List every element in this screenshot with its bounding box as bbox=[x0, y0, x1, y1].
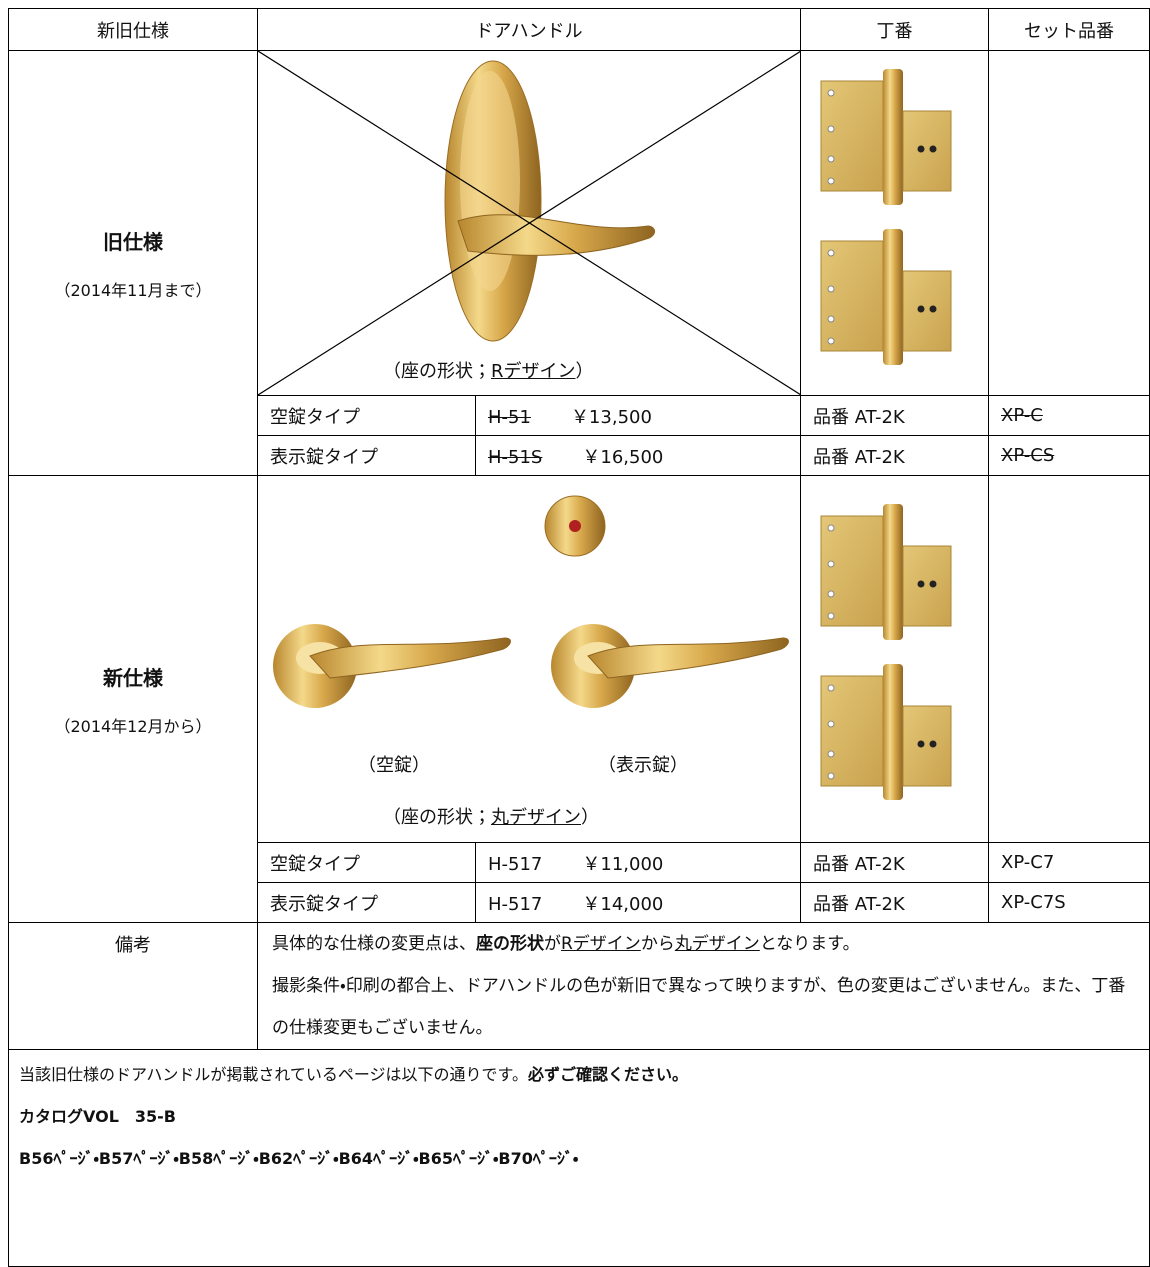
hinge-code: 品番 AT-2K bbox=[800, 395, 989, 436]
text: となります。 bbox=[759, 934, 860, 954]
type: 表示錠タイプ bbox=[257, 435, 476, 476]
hinge-code: 品番 AT-2K bbox=[800, 435, 989, 476]
new-row: 表示錠タイプ H-517 ￥14,000 品番 AT-2K XP-C7S bbox=[9, 882, 1150, 923]
model: H-51S bbox=[488, 446, 543, 468]
old-row: 空錠タイプ H-51 ￥13,500 品番 AT-2K XP-C bbox=[9, 395, 1150, 436]
remarks-row: 備考 具体的な仕様の変更点は、座の形状がRデザインから丸デザインとなります。 撮… bbox=[8, 922, 1150, 1050]
spec-table: 新旧仕様 ドアハンドル 丁番 セット品番 旧仕様 （2014年11月まで） （座… bbox=[8, 8, 1150, 1267]
caption-left: （空錠） bbox=[358, 755, 430, 776]
notes-cell: 当該旧仕様のドアハンドルが掲載されているページは以下の通りです。必ずご確認くださ… bbox=[8, 1049, 1150, 1267]
old-period: （2014年11月まで） bbox=[54, 280, 212, 300]
header-cell: セット品番 bbox=[988, 8, 1150, 51]
empty-cell bbox=[988, 475, 1150, 843]
set-code: XP-CS bbox=[988, 435, 1150, 476]
caption-right: （表示錠） bbox=[598, 755, 688, 776]
notes-line: 当該旧仕様のドアハンドルが掲載されているページは以下の通りです。必ずご確認くださ… bbox=[19, 1054, 1139, 1096]
model-price: H-51S ￥16,500 bbox=[475, 435, 801, 476]
remarks-line: 具体的な仕様の変更点は、座の形状がRデザインから丸デザインとなります。 bbox=[272, 923, 1137, 965]
caption-design: 丸デザイン bbox=[491, 807, 581, 828]
text: から bbox=[640, 934, 675, 954]
caption-text: ） bbox=[581, 807, 599, 828]
price: ￥14,000 bbox=[582, 893, 664, 915]
empty-cell bbox=[988, 50, 1150, 396]
old-handle-cell: （座の形状；Rデザイン） bbox=[257, 50, 801, 396]
type: 空錠タイプ bbox=[257, 395, 476, 436]
page: ドアハンドル 仕様変更 html, body { margin: 0; padd… bbox=[8, 8, 1150, 1267]
notes-row: 当該旧仕様のドアハンドルが掲載されているページは以下の通りです。必ずご確認くださ… bbox=[8, 1049, 1150, 1267]
old-image-row: 旧仕様 （2014年11月まで） （座の形状；Rデザイン） bbox=[8, 50, 1150, 476]
price: ￥13,500 bbox=[570, 406, 652, 428]
new-image-row: 新仕様 （2014年12月から） （空錠） （表示錠） （座の形状；丸デザイン） bbox=[8, 475, 1150, 923]
old-label-cell: 旧仕様 （2014年11月まで） bbox=[8, 50, 258, 476]
hinge-code: 品番 AT-2K bbox=[800, 882, 989, 923]
caption-text: （座の形状； bbox=[383, 807, 491, 828]
old-shape-caption: （座の形状；Rデザイン） bbox=[383, 357, 594, 383]
model-price: H-517 ￥14,000 bbox=[475, 882, 801, 923]
body: 新旧仕様 ドアハンドル 丁番 セット品番 旧仕様 （2014年11月まで） （座… bbox=[8, 8, 1150, 1267]
set-code: XP-C7 bbox=[988, 842, 1150, 883]
model-price: H-51 ￥13,500 bbox=[475, 395, 801, 436]
old-hinge-cell bbox=[800, 50, 989, 396]
type: 空錠タイプ bbox=[257, 842, 476, 883]
price: ￥16,500 bbox=[582, 446, 664, 468]
text: 具体的な仕様の変更点は、 bbox=[272, 934, 476, 954]
type: 表示錠タイプ bbox=[257, 882, 476, 923]
model: H-517 bbox=[488, 893, 543, 915]
hinge-image bbox=[820, 68, 952, 366]
text-bold: 必ずご確認ください。 bbox=[527, 1065, 688, 1084]
notes-line: B56ﾍﾟｰｼﾞ・B57ﾍﾟｰｼﾞ・B58ﾍﾟｰｼﾞ・B62ﾍﾟｰｼﾞ・B64ﾍ… bbox=[19, 1149, 579, 1168]
new-label-cell: 新仕様 （2014年12月から） bbox=[8, 475, 258, 923]
new-period: （2014年12月から） bbox=[54, 716, 212, 736]
model-price: H-517 ￥11,000 bbox=[475, 842, 801, 883]
header-row: 新旧仕様 ドアハンドル 丁番 セット品番 bbox=[8, 8, 1150, 51]
header-cell: 新旧仕様 bbox=[8, 8, 258, 51]
text-bold: 座の形状 bbox=[476, 934, 544, 954]
text-underline: Rデザイン bbox=[561, 934, 641, 954]
caption-design: Rデザイン bbox=[491, 361, 576, 382]
new-handle-cell: （空錠） （表示錠） （座の形状；丸デザイン） bbox=[257, 475, 801, 843]
text: が bbox=[544, 934, 561, 954]
header-cell: ドアハンドル bbox=[257, 8, 801, 51]
caption-text: ） bbox=[575, 361, 594, 382]
old-handle-image bbox=[258, 51, 801, 395]
remarks-text: 具体的な仕様の変更点は、座の形状がRデザインから丸デザインとなります。 撮影条件… bbox=[257, 922, 1150, 1050]
header-cell: 丁番 bbox=[800, 8, 989, 51]
new-handle-image bbox=[272, 495, 789, 709]
price: ￥11,000 bbox=[582, 853, 664, 875]
hinge-code: 品番 AT-2K bbox=[800, 842, 989, 883]
hinge-image bbox=[820, 503, 952, 801]
set-code: XP-C7S bbox=[988, 882, 1150, 923]
new-title: 新仕様 bbox=[103, 665, 163, 690]
new-hinge-cell bbox=[800, 475, 989, 843]
old-row: 表示錠タイプ H-51S ￥16,500 品番 AT-2K XP-CS bbox=[9, 435, 1150, 476]
remarks-line: 撮影条件・印刷の都合上、ドアハンドルの色が新旧で異なって映りますが、色の変更はご… bbox=[272, 976, 1126, 1038]
remarks-label: 備考 bbox=[8, 922, 258, 1050]
new-shape-caption: （座の形状；丸デザイン） bbox=[383, 803, 599, 829]
notes-line: カタログVOL 35-B bbox=[19, 1107, 177, 1126]
model: H-51 bbox=[488, 406, 531, 428]
old-title: 旧仕様 bbox=[103, 229, 163, 254]
text: 当該旧仕様のドアハンドルが掲載されているページは以下の通りです。 bbox=[19, 1065, 528, 1084]
set-code: XP-C bbox=[988, 395, 1150, 436]
model: H-517 bbox=[488, 853, 543, 875]
text-underline: 丸デザイン bbox=[674, 934, 760, 954]
caption-text: （座の形状； bbox=[383, 361, 491, 382]
